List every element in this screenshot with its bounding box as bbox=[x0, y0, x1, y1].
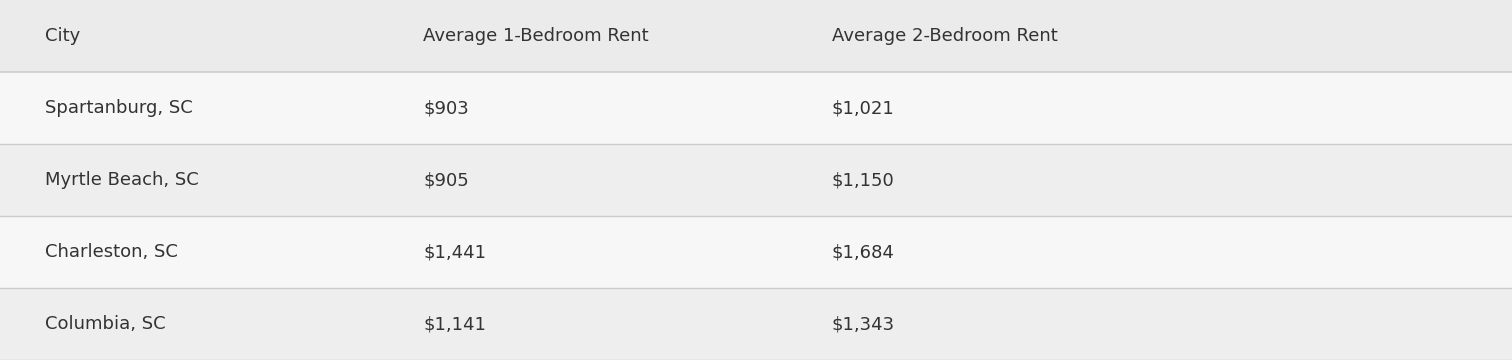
Text: $1,441: $1,441 bbox=[423, 243, 487, 261]
Text: Average 1-Bedroom Rent: Average 1-Bedroom Rent bbox=[423, 27, 649, 45]
FancyBboxPatch shape bbox=[0, 288, 1512, 360]
Text: $1,021: $1,021 bbox=[832, 99, 895, 117]
Text: Average 2-Bedroom Rent: Average 2-Bedroom Rent bbox=[832, 27, 1057, 45]
Text: $1,150: $1,150 bbox=[832, 171, 895, 189]
Text: $905: $905 bbox=[423, 171, 469, 189]
Text: $1,684: $1,684 bbox=[832, 243, 895, 261]
FancyBboxPatch shape bbox=[0, 144, 1512, 216]
FancyBboxPatch shape bbox=[0, 0, 1512, 72]
Text: City: City bbox=[45, 27, 80, 45]
Text: $1,343: $1,343 bbox=[832, 315, 895, 333]
Text: $1,141: $1,141 bbox=[423, 315, 487, 333]
Text: Spartanburg, SC: Spartanburg, SC bbox=[45, 99, 194, 117]
FancyBboxPatch shape bbox=[0, 216, 1512, 288]
Text: Myrtle Beach, SC: Myrtle Beach, SC bbox=[45, 171, 200, 189]
Text: Charleston, SC: Charleston, SC bbox=[45, 243, 178, 261]
Text: Columbia, SC: Columbia, SC bbox=[45, 315, 166, 333]
Text: $903: $903 bbox=[423, 99, 469, 117]
FancyBboxPatch shape bbox=[0, 72, 1512, 144]
